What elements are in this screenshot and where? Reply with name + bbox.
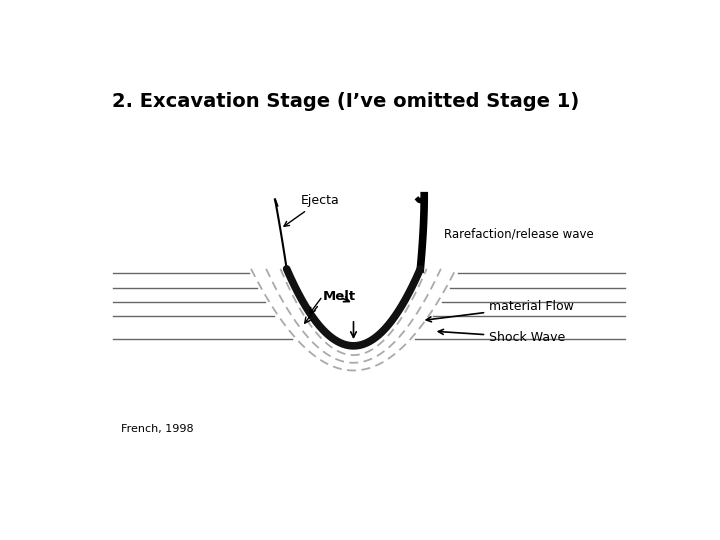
Text: Shock Wave: Shock Wave	[438, 329, 565, 344]
Text: Rarefaction/release wave: Rarefaction/release wave	[444, 228, 593, 241]
Text: 2. Excavation Stage (I’ve omitted Stage 1): 2. Excavation Stage (I’ve omitted Stage …	[112, 92, 579, 111]
Text: Ejecta: Ejecta	[284, 194, 339, 226]
Text: material Flow: material Flow	[426, 300, 574, 322]
Text: Melt: Melt	[323, 291, 356, 303]
Text: French, 1998: French, 1998	[121, 424, 194, 434]
